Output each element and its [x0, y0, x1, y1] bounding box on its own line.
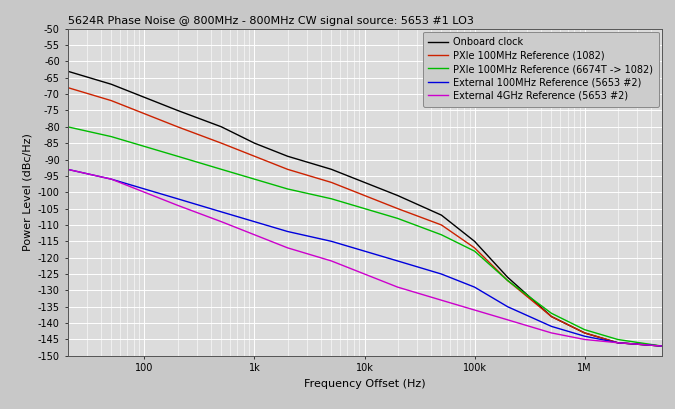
PXIe 100MHz Reference (6674T -> 1082) — [63, 124, 72, 129]
Line: External 4GHz Reference (5653 #2): External 4GHz Reference (5653 #2) — [68, 169, 662, 346]
External 100MHz Reference (5653 #2) — [614, 340, 622, 345]
Onboard clock — [173, 108, 182, 113]
PXIe 100MHz Reference (6674T -> 1082) — [470, 249, 479, 254]
Onboard clock — [250, 141, 259, 146]
External 100MHz Reference (5653 #2) — [360, 249, 369, 254]
Onboard clock — [217, 124, 225, 129]
PXIe 100MHz Reference (1082) — [437, 222, 446, 227]
Onboard clock — [470, 239, 479, 244]
Onboard clock — [580, 330, 589, 335]
Onboard clock — [547, 314, 556, 319]
Y-axis label: Power Level (dBc/Hz): Power Level (dBc/Hz) — [22, 133, 32, 251]
PXIe 100MHz Reference (1082) — [63, 85, 72, 90]
PXIe 100MHz Reference (6674T -> 1082) — [547, 311, 556, 316]
External 4GHz Reference (5653 #2) — [504, 317, 512, 322]
External 100MHz Reference (5653 #2) — [394, 258, 402, 263]
PXIe 100MHz Reference (1082) — [504, 278, 512, 283]
Legend: Onboard clock, PXIe 100MHz Reference (1082), PXIe 100MHz Reference (6674T -> 108: Onboard clock, PXIe 100MHz Reference (10… — [423, 31, 659, 107]
PXIe 100MHz Reference (6674T -> 1082) — [327, 196, 335, 201]
Line: PXIe 100MHz Reference (6674T -> 1082): PXIe 100MHz Reference (6674T -> 1082) — [68, 127, 662, 346]
PXIe 100MHz Reference (1082) — [140, 111, 148, 116]
Onboard clock — [504, 275, 512, 280]
Onboard clock — [107, 82, 115, 87]
PXIe 100MHz Reference (1082) — [394, 206, 402, 211]
PXIe 100MHz Reference (6674T -> 1082) — [284, 187, 292, 191]
PXIe 100MHz Reference (6674T -> 1082) — [107, 134, 115, 139]
PXIe 100MHz Reference (1082) — [614, 340, 622, 345]
External 100MHz Reference (5653 #2) — [140, 187, 148, 191]
External 4GHz Reference (5653 #2) — [327, 258, 335, 263]
Text: 5624R Phase Noise @ 800MHz - 800MHz CW signal source: 5653 #1 LO3: 5624R Phase Noise @ 800MHz - 800MHz CW s… — [68, 16, 473, 27]
External 100MHz Reference (5653 #2) — [217, 209, 225, 214]
PXIe 100MHz Reference (6674T -> 1082) — [250, 177, 259, 182]
Line: External 100MHz Reference (5653 #2): External 100MHz Reference (5653 #2) — [68, 169, 662, 346]
External 100MHz Reference (5653 #2) — [63, 167, 72, 172]
Line: PXIe 100MHz Reference (1082): PXIe 100MHz Reference (1082) — [68, 88, 662, 346]
External 100MHz Reference (5653 #2) — [284, 229, 292, 234]
External 4GHz Reference (5653 #2) — [217, 219, 225, 224]
External 100MHz Reference (5653 #2) — [547, 324, 556, 329]
PXIe 100MHz Reference (6674T -> 1082) — [657, 344, 666, 348]
External 100MHz Reference (5653 #2) — [437, 272, 446, 276]
Onboard clock — [614, 340, 622, 345]
External 4GHz Reference (5653 #2) — [547, 330, 556, 335]
PXIe 100MHz Reference (6674T -> 1082) — [360, 206, 369, 211]
External 4GHz Reference (5653 #2) — [394, 285, 402, 290]
X-axis label: Frequency Offset (Hz): Frequency Offset (Hz) — [304, 379, 425, 389]
PXIe 100MHz Reference (1082) — [657, 344, 666, 348]
External 4GHz Reference (5653 #2) — [437, 298, 446, 303]
External 100MHz Reference (5653 #2) — [327, 239, 335, 244]
PXIe 100MHz Reference (1082) — [470, 245, 479, 250]
Onboard clock — [140, 95, 148, 100]
Onboard clock — [657, 344, 666, 348]
Onboard clock — [394, 193, 402, 198]
External 4GHz Reference (5653 #2) — [360, 272, 369, 276]
External 4GHz Reference (5653 #2) — [614, 340, 622, 345]
Onboard clock — [360, 180, 369, 185]
External 4GHz Reference (5653 #2) — [470, 308, 479, 312]
PXIe 100MHz Reference (1082) — [327, 180, 335, 185]
External 4GHz Reference (5653 #2) — [107, 177, 115, 182]
External 4GHz Reference (5653 #2) — [250, 232, 259, 237]
External 4GHz Reference (5653 #2) — [140, 190, 148, 195]
Onboard clock — [327, 167, 335, 172]
PXIe 100MHz Reference (1082) — [217, 141, 225, 146]
Onboard clock — [437, 213, 446, 218]
External 4GHz Reference (5653 #2) — [63, 167, 72, 172]
External 4GHz Reference (5653 #2) — [173, 203, 182, 208]
External 4GHz Reference (5653 #2) — [657, 344, 666, 348]
External 100MHz Reference (5653 #2) — [657, 344, 666, 348]
PXIe 100MHz Reference (6674T -> 1082) — [217, 167, 225, 172]
Onboard clock — [63, 69, 72, 74]
PXIe 100MHz Reference (1082) — [284, 167, 292, 172]
Onboard clock — [284, 154, 292, 159]
External 100MHz Reference (5653 #2) — [580, 334, 589, 339]
PXIe 100MHz Reference (6674T -> 1082) — [394, 216, 402, 221]
External 100MHz Reference (5653 #2) — [107, 177, 115, 182]
PXIe 100MHz Reference (6674T -> 1082) — [173, 154, 182, 159]
PXIe 100MHz Reference (1082) — [360, 193, 369, 198]
PXIe 100MHz Reference (6674T -> 1082) — [580, 327, 589, 332]
External 100MHz Reference (5653 #2) — [173, 196, 182, 201]
PXIe 100MHz Reference (1082) — [173, 124, 182, 129]
External 100MHz Reference (5653 #2) — [470, 285, 479, 290]
PXIe 100MHz Reference (6674T -> 1082) — [504, 278, 512, 283]
PXIe 100MHz Reference (6674T -> 1082) — [140, 144, 148, 149]
PXIe 100MHz Reference (6674T -> 1082) — [437, 232, 446, 237]
PXIe 100MHz Reference (1082) — [107, 98, 115, 103]
PXIe 100MHz Reference (6674T -> 1082) — [614, 337, 622, 342]
External 4GHz Reference (5653 #2) — [580, 337, 589, 342]
External 100MHz Reference (5653 #2) — [504, 304, 512, 309]
PXIe 100MHz Reference (1082) — [250, 154, 259, 159]
PXIe 100MHz Reference (1082) — [580, 330, 589, 335]
PXIe 100MHz Reference (1082) — [547, 314, 556, 319]
External 100MHz Reference (5653 #2) — [250, 219, 259, 224]
Line: Onboard clock: Onboard clock — [68, 71, 662, 346]
External 4GHz Reference (5653 #2) — [284, 245, 292, 250]
